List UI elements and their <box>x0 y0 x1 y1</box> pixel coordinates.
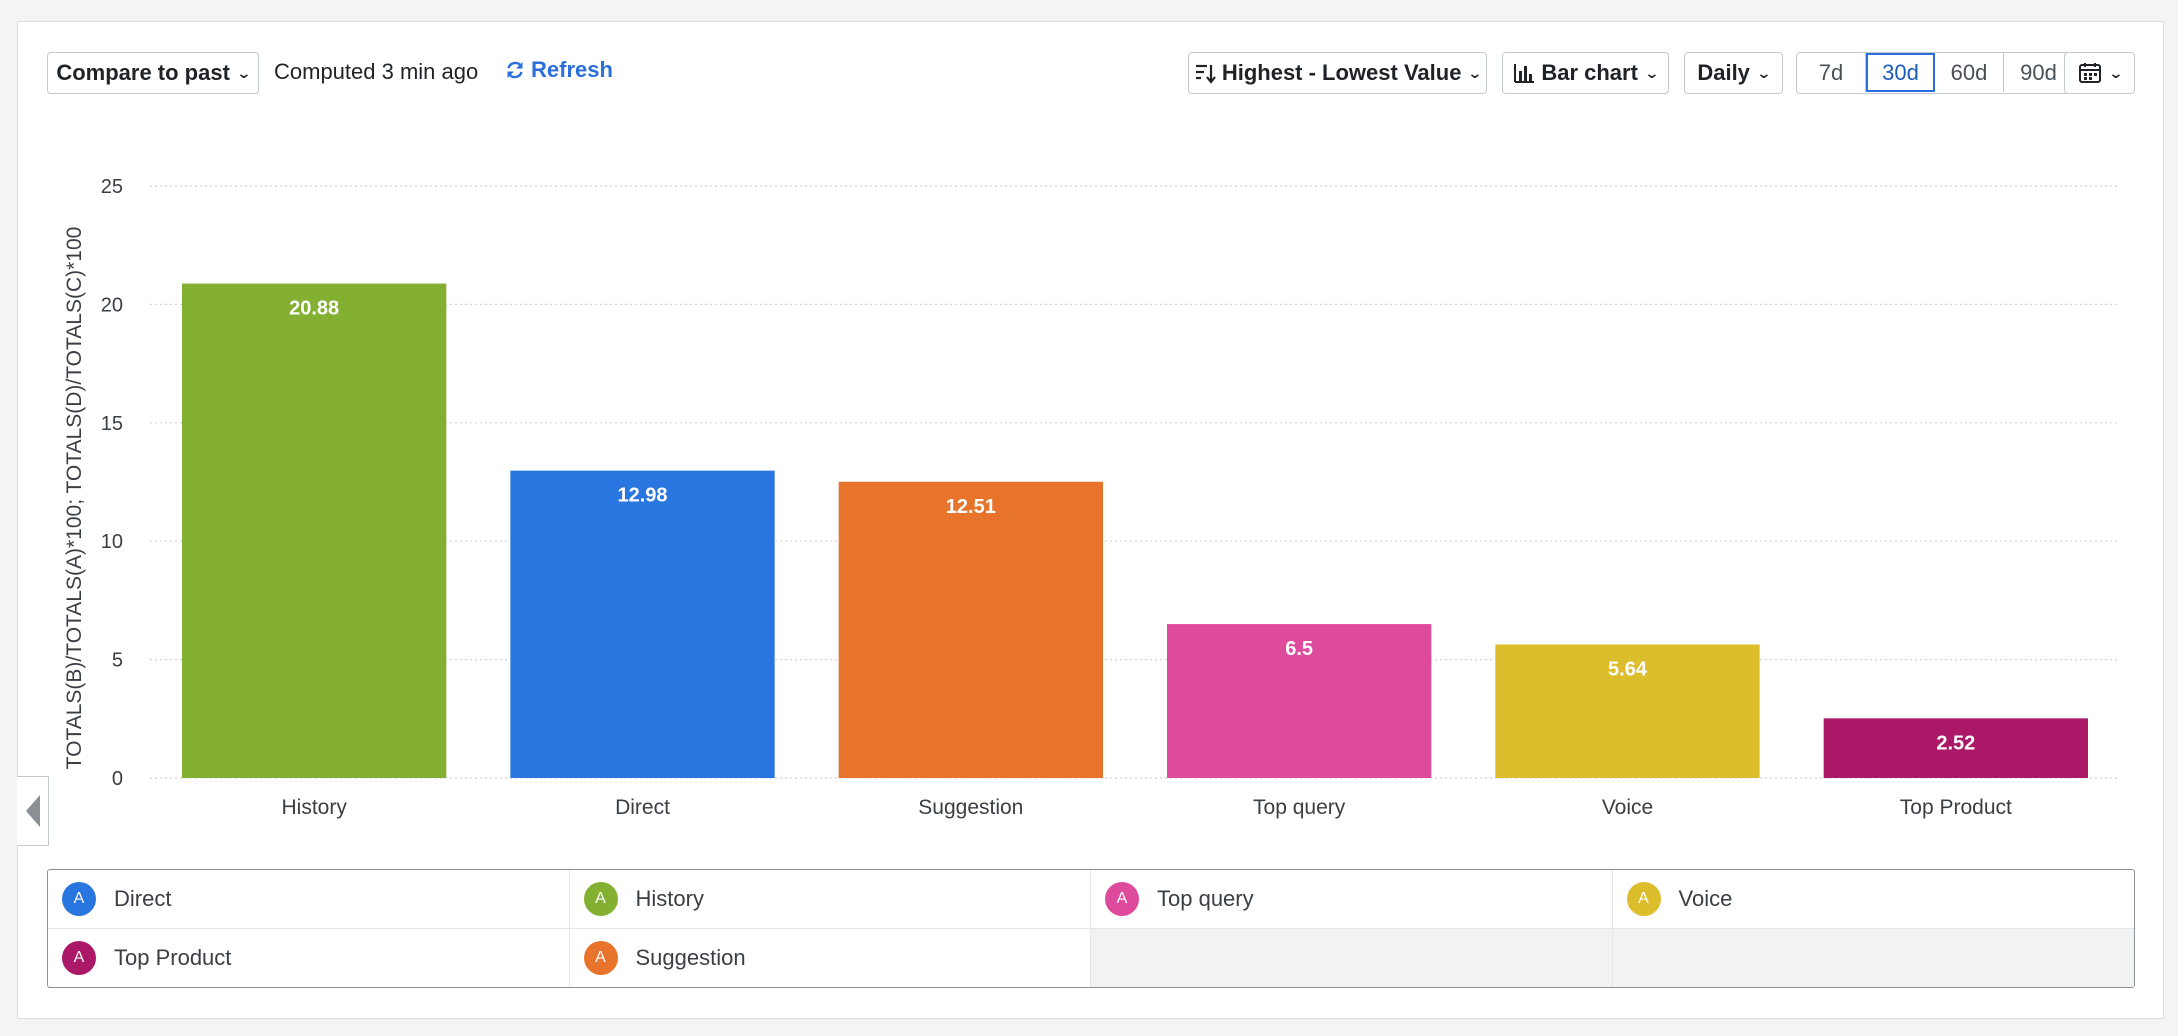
series-badge-icon: A <box>62 881 96 916</box>
sort-icon <box>1195 64 1216 84</box>
bar-chart-icon <box>1514 64 1535 83</box>
series-badge-icon: A <box>1105 881 1139 916</box>
interval-label: Daily <box>1697 60 1750 85</box>
legend-empty-cell <box>1091 928 1613 987</box>
legend: A Direct A History A Top query A Voice A… <box>47 869 2135 988</box>
x-tick-label: Voice <box>1602 796 1653 819</box>
legend-label: Suggestion <box>635 944 746 970</box>
legend-label: Direct <box>114 885 172 911</box>
series-badge-icon: A <box>583 881 618 916</box>
y-tick-label: 0 <box>112 768 123 790</box>
sort-label: Highest - Lowest Value <box>1221 60 1462 85</box>
range-90d-button[interactable]: 90d <box>2020 59 2057 85</box>
range-60d-button[interactable]: 60d <box>1935 53 2004 92</box>
legend-label: Voice <box>1678 885 1733 911</box>
refresh-label: Refresh <box>531 57 613 82</box>
bar-value-label: 5.64 <box>1608 658 1648 680</box>
compare-label: Compare to past <box>56 60 230 85</box>
bar-value-label: 2.52 <box>1936 732 1975 754</box>
bar-value-label: 12.51 <box>946 496 996 518</box>
bar-value-label: 6.5 <box>1285 638 1313 660</box>
legend-item-top-query[interactable]: A Top query <box>1091 870 1613 929</box>
x-tick-label: Suggestion <box>918 796 1023 819</box>
legend-item-voice[interactable]: A Voice <box>1612 870 2134 929</box>
series-badge-icon: A <box>1626 881 1661 916</box>
bar-suggestion[interactable] <box>838 481 1103 778</box>
x-tick-label: History <box>281 796 347 819</box>
legend-label: Top query <box>1157 885 1254 911</box>
bar-top-query[interactable] <box>1167 624 1432 778</box>
y-tick-label: 5 <box>112 650 123 672</box>
chevron-down-icon: ⌄ <box>2107 64 2124 81</box>
y-tick-label: 10 <box>101 531 123 553</box>
compare-to-past-dropdown[interactable]: Compare to past ⌄ <box>47 52 259 94</box>
calendar-dropdown[interactable]: ⌄ <box>2064 52 2135 94</box>
y-tick-label: 15 <box>101 413 123 435</box>
bar-top-product[interactable] <box>1823 718 2088 778</box>
bar-chart: 0 5 10 15 20 25 20.88 History 12.98 Direct 12.51 Su… <box>63 176 2120 819</box>
x-tick-label: Top Product <box>1900 796 2012 819</box>
refresh-icon <box>507 61 523 79</box>
bar-direct[interactable] <box>510 470 775 778</box>
legend-item-direct[interactable]: A Direct <box>48 870 570 929</box>
chart-type-dropdown[interactable]: Bar chart ⌄ <box>1502 52 1669 94</box>
bar-value-label: 12.98 <box>617 485 667 507</box>
caret-left-icon <box>25 795 40 827</box>
y-axis-label: TOTALS(B)/TOTALS(A)*100; TOTALS(D)/TOTAL… <box>63 227 86 770</box>
series-badge-icon: A <box>62 940 96 975</box>
y-tick-label: 25 <box>101 176 123 198</box>
legend-label: Top Product <box>114 944 232 970</box>
y-tick-label: 20 <box>101 294 123 316</box>
range-30d-button[interactable]: 30d <box>1866 53 1935 92</box>
chevron-down-icon: ⌄ <box>236 64 252 81</box>
legend-item-history[interactable]: A History <box>569 870 1091 929</box>
legend-item-suggestion[interactable]: A Suggestion <box>570 928 1091 987</box>
calendar-icon <box>2078 63 2101 83</box>
sort-dropdown[interactable]: Highest - Lowest Value ⌄ <box>1188 52 1487 94</box>
range-7d-button[interactable]: 7d <box>1797 53 1866 92</box>
legend-item-top-product[interactable]: A Top Product <box>48 928 570 987</box>
bar-value-label: 20.88 <box>289 298 339 320</box>
chevron-down-icon: ⌄ <box>1756 64 1772 81</box>
chevron-down-icon: ⌄ <box>1467 64 1483 81</box>
chart-type-label: Bar chart <box>1541 60 1638 85</box>
computed-status: Computed 3 min ago <box>274 59 479 84</box>
date-range-group: 7d 30d 60d 90d <box>1796 52 2074 94</box>
bar-voice[interactable] <box>1495 644 1760 778</box>
interval-dropdown[interactable]: Daily ⌄ <box>1684 52 1783 94</box>
refresh-button[interactable]: Refresh <box>505 57 613 83</box>
collapse-panel-button[interactable] <box>17 776 49 846</box>
x-tick-label: Top query <box>1253 796 1346 819</box>
legend-label: History <box>635 885 704 911</box>
series-badge-icon: A <box>583 940 618 975</box>
legend-empty-cell <box>1612 928 2134 987</box>
x-tick-label: Direct <box>615 796 670 819</box>
chevron-down-icon: ⌄ <box>1644 64 1660 81</box>
bar-history[interactable] <box>182 283 447 778</box>
